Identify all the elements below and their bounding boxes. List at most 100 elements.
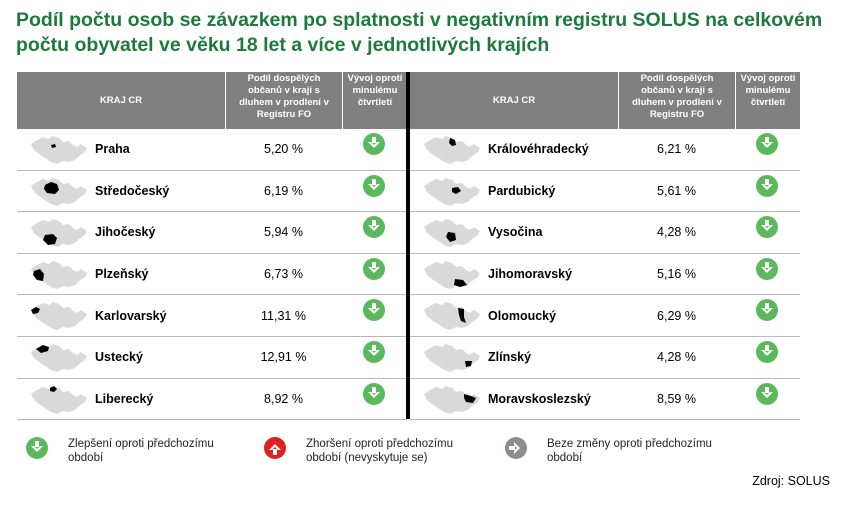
- trend-cell: [735, 295, 799, 336]
- czech-region-map-icon: [31, 343, 87, 372]
- trend-cell: [342, 171, 406, 212]
- grey-right-arrow-icon: [505, 437, 527, 459]
- green-down-arrow-icon: [756, 216, 778, 239]
- trend-cell: [342, 212, 406, 253]
- table-header: KRAJ CR Podíl dospělých občanů v kraji s…: [410, 72, 800, 129]
- table-row: Ustecký 12,91 %: [17, 337, 407, 379]
- czech-region-map-icon: [424, 385, 480, 414]
- czech-region-map-icon: [31, 385, 87, 414]
- table-divider: [406, 72, 410, 419]
- czech-region-map-icon: [424, 343, 480, 372]
- region-name: Praha: [95, 142, 130, 157]
- green-down-arrow-icon: [756, 257, 778, 280]
- table-row: Liberecký 8,92 %: [17, 379, 407, 421]
- green-down-arrow-icon: [756, 382, 778, 405]
- table-row: Olomoucký 6,29 %: [410, 295, 800, 337]
- czech-region-map-icon: [31, 260, 87, 289]
- region-name: Pardubický: [488, 183, 556, 198]
- region-name: Moravskoslezský: [488, 391, 591, 406]
- region-map-cell: [410, 212, 488, 253]
- table-row: Moravskoslezský 8,59 %: [410, 379, 800, 421]
- region-map-cell: [410, 295, 488, 336]
- table-row: Jihočeský 5,94 %: [17, 212, 407, 254]
- trend-cell: [735, 254, 799, 295]
- green-down-arrow-icon: [363, 299, 385, 322]
- region-value: 12,91 %: [260, 350, 307, 365]
- region-name: Středočeský: [95, 183, 170, 198]
- trend-cell: [735, 379, 799, 420]
- trend-cell: [735, 212, 799, 253]
- green-down-arrow-icon: [26, 437, 48, 459]
- table-header: KRAJ CR Podíl dospělých občanů v kraji s…: [17, 72, 407, 129]
- source-note: Zdroj: SOLUS: [752, 474, 830, 488]
- region-value: 8,92 %: [264, 391, 303, 406]
- region-map-cell: [410, 171, 488, 212]
- table-row: Zlínský 4,28 %: [410, 337, 800, 379]
- region-map-cell: [17, 212, 95, 253]
- region-value: 5,94 %: [264, 225, 303, 240]
- header-kraj: KRAJ CR: [17, 72, 226, 129]
- region-name: Plzeňský: [95, 267, 149, 282]
- green-down-arrow-icon: [363, 216, 385, 239]
- green-down-arrow-icon: [363, 257, 385, 280]
- czech-region-map-icon: [424, 302, 480, 331]
- trend-cell: [342, 337, 406, 378]
- region-value: 4,28 %: [657, 350, 696, 365]
- green-down-arrow-icon: [363, 133, 385, 155]
- region-name: Jihomoravský: [488, 267, 573, 282]
- czech-region-map-icon: [424, 260, 480, 289]
- region-name: Královéhradecký: [488, 142, 589, 157]
- czech-region-map-icon: [31, 302, 87, 331]
- region-map-cell: [410, 379, 488, 420]
- table-row: Pardubický 5,61 %: [410, 171, 800, 213]
- czech-region-map-icon: [424, 219, 480, 248]
- green-down-arrow-icon: [756, 340, 778, 363]
- legend-improvement-label: Zlepšení oproti předchozímu období: [68, 438, 214, 464]
- legend-nochange: Beze změny oproti předchozímu období: [505, 437, 715, 465]
- region-value: 5,20 %: [264, 142, 303, 157]
- region-map-cell: [410, 337, 488, 378]
- table-row: Jihomoravský 5,16 %: [410, 254, 800, 296]
- green-down-arrow-icon: [756, 299, 778, 322]
- region-map-cell: [410, 254, 488, 295]
- region-name: Zlínský: [488, 350, 532, 365]
- green-down-arrow-icon: [363, 174, 385, 197]
- region-table-right: KRAJ CR Podíl dospělých občanů v kraji s…: [410, 72, 800, 421]
- czech-region-map-icon: [31, 136, 87, 164]
- chart-title: Podíl počtu osob se závazkem po splatnos…: [16, 9, 823, 56]
- region-name: Ustecký: [95, 350, 143, 365]
- green-down-arrow-icon: [363, 340, 385, 363]
- region-name: Vysočina: [488, 225, 543, 240]
- region-value: 6,29 %: [657, 308, 696, 323]
- trend-cell: [342, 129, 406, 170]
- czech-region-map-icon: [31, 219, 87, 248]
- header-vyvoj: Vývoj oproti minulému čtvrtletí: [347, 73, 403, 108]
- region-map-cell: [17, 129, 95, 170]
- green-down-arrow-icon: [363, 382, 385, 405]
- header-kraj: KRAJ CR: [410, 72, 619, 129]
- region-value: 6,19 %: [264, 183, 303, 198]
- czech-region-map-icon: [424, 136, 480, 164]
- region-map-cell: [17, 254, 95, 295]
- table-row: Královéhradecký 6,21 %: [410, 129, 800, 171]
- red-up-arrow-icon: [264, 437, 286, 459]
- trend-cell: [735, 171, 799, 212]
- header-podil: Podíl dospělých občanů v kraji s dluhem …: [226, 72, 343, 129]
- region-value: 5,61 %: [657, 183, 696, 198]
- green-down-arrow-icon: [756, 174, 778, 197]
- legend-nochange-label: Beze změny oproti předchozímu období: [547, 438, 712, 464]
- trend-cell: [342, 254, 406, 295]
- legend-worsening: Zhoršení oproti předchozímu období (nevy…: [264, 437, 479, 465]
- region-value: 5,16 %: [657, 267, 696, 282]
- table-row: Vysočina 4,28 %: [410, 212, 800, 254]
- czech-region-map-icon: [424, 177, 480, 206]
- region-name: Karlovarský: [95, 308, 167, 323]
- region-name: Liberecký: [95, 391, 154, 406]
- region-map-cell: [17, 379, 95, 420]
- trend-cell: [735, 337, 799, 378]
- green-down-arrow-icon: [756, 133, 778, 155]
- region-map-cell: [17, 171, 95, 212]
- region-map-cell: [17, 295, 95, 336]
- trend-cell: [342, 379, 406, 420]
- header-vyvoj: Vývoj oproti minulému čtvrtletí: [740, 73, 796, 108]
